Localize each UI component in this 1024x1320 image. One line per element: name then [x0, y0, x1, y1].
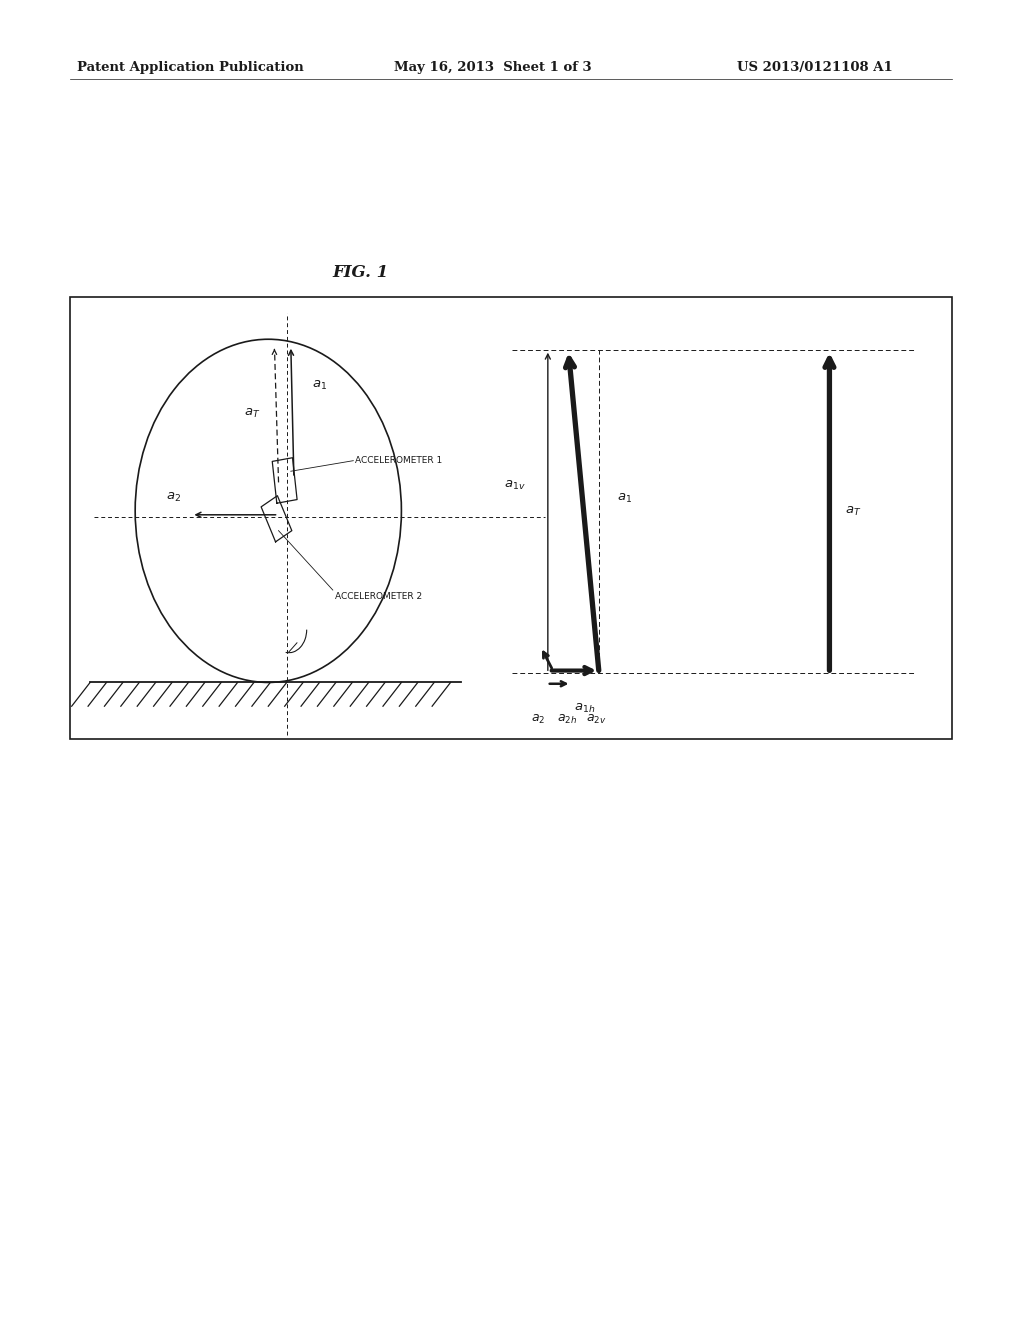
Text: Patent Application Publication: Patent Application Publication — [77, 61, 303, 74]
Text: $a_1$: $a_1$ — [312, 379, 328, 392]
Bar — [70, 297, 952, 739]
Text: $a_{2h}$: $a_{2h}$ — [557, 713, 578, 726]
Text: $a_2$: $a_2$ — [531, 713, 546, 726]
Text: ACCELEROMETER 2: ACCELEROMETER 2 — [335, 593, 422, 601]
Text: $a_{2v}$: $a_{2v}$ — [586, 713, 606, 726]
Text: ACCELEROMETER 1: ACCELEROMETER 1 — [355, 457, 442, 465]
Text: FIG. 1: FIG. 1 — [333, 264, 388, 281]
Text: US 2013/0121108 A1: US 2013/0121108 A1 — [737, 61, 893, 74]
Text: $a_{1h}$: $a_{1h}$ — [573, 702, 595, 715]
Text: $a_{1v}$: $a_{1v}$ — [504, 479, 525, 491]
Text: $a_T$: $a_T$ — [845, 506, 861, 517]
Text: $a_T$: $a_T$ — [244, 408, 260, 420]
Text: $a_1$: $a_1$ — [617, 492, 633, 504]
Text: $a_2$: $a_2$ — [166, 491, 181, 504]
Text: May 16, 2013  Sheet 1 of 3: May 16, 2013 Sheet 1 of 3 — [394, 61, 592, 74]
